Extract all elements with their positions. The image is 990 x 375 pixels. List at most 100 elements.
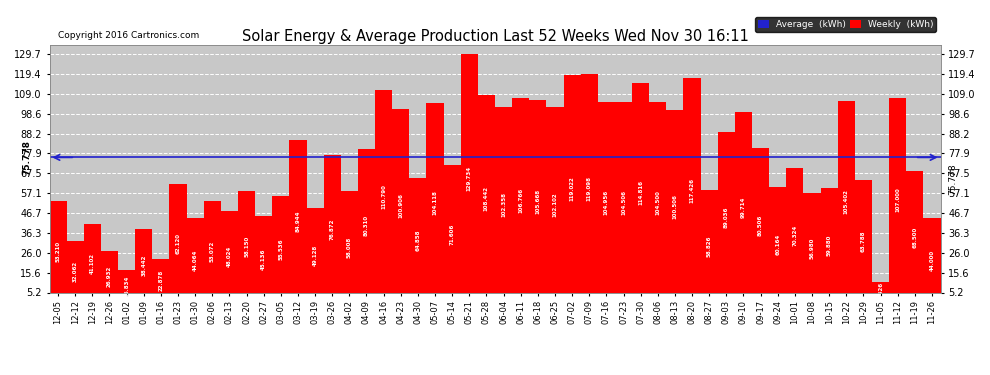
- Bar: [238, 191, 255, 303]
- Text: 102.102: 102.102: [552, 192, 557, 217]
- Text: 56.980: 56.980: [810, 237, 815, 259]
- Bar: [66, 241, 84, 303]
- Text: 102.358: 102.358: [501, 192, 506, 217]
- Text: 55.536: 55.536: [278, 238, 283, 260]
- Bar: [289, 140, 307, 303]
- Text: 107.000: 107.000: [895, 188, 900, 212]
- Text: 44.000: 44.000: [930, 250, 935, 271]
- Bar: [460, 54, 478, 303]
- Bar: [752, 148, 769, 303]
- Bar: [906, 171, 924, 303]
- Bar: [563, 75, 581, 303]
- Bar: [718, 132, 735, 303]
- Text: 64.858: 64.858: [416, 230, 421, 251]
- Text: 108.442: 108.442: [484, 186, 489, 211]
- Bar: [615, 102, 632, 303]
- Bar: [632, 82, 649, 303]
- Text: 70.324: 70.324: [792, 225, 797, 246]
- Bar: [821, 188, 838, 303]
- Bar: [169, 183, 186, 303]
- Legend: Average  (kWh), Weekly  (kWh): Average (kWh), Weekly (kWh): [755, 17, 936, 32]
- Text: Copyright 2016 Cartronics.com: Copyright 2016 Cartronics.com: [58, 31, 200, 40]
- Text: 114.816: 114.816: [639, 180, 644, 205]
- Bar: [804, 194, 821, 303]
- Text: 53.210: 53.210: [55, 241, 60, 262]
- Text: 105.668: 105.668: [536, 189, 541, 214]
- Title: Solar Energy & Average Production Last 52 Weeks Wed Nov 30 16:11: Solar Energy & Average Production Last 5…: [242, 29, 748, 44]
- Bar: [136, 229, 152, 303]
- Text: 100.506: 100.506: [672, 194, 677, 219]
- Text: 59.880: 59.880: [827, 234, 832, 256]
- Text: 68.500: 68.500: [913, 226, 918, 248]
- Bar: [118, 270, 136, 303]
- Text: 44.064: 44.064: [193, 250, 198, 271]
- Bar: [546, 107, 563, 303]
- Bar: [666, 110, 683, 303]
- Text: 100.906: 100.906: [398, 194, 403, 218]
- Text: 45.136: 45.136: [261, 249, 266, 270]
- Text: 80.310: 80.310: [364, 215, 369, 236]
- Text: 110.790: 110.790: [381, 184, 386, 209]
- Text: 104.506: 104.506: [621, 190, 626, 215]
- Bar: [581, 75, 598, 303]
- Text: 119.098: 119.098: [587, 176, 592, 201]
- Bar: [427, 103, 444, 303]
- Bar: [204, 201, 221, 303]
- Text: 58.826: 58.826: [707, 236, 712, 257]
- Bar: [495, 106, 512, 303]
- Bar: [478, 95, 495, 303]
- Text: 62.120: 62.120: [175, 232, 180, 254]
- Bar: [924, 218, 940, 303]
- Text: 105.402: 105.402: [843, 189, 848, 214]
- Bar: [769, 187, 786, 303]
- Text: 71.606: 71.606: [449, 223, 454, 245]
- Bar: [307, 209, 324, 303]
- Bar: [186, 218, 204, 303]
- Bar: [649, 102, 666, 303]
- Bar: [50, 201, 66, 303]
- Text: 63.788: 63.788: [861, 231, 866, 252]
- Bar: [530, 100, 546, 303]
- Bar: [341, 191, 358, 303]
- Text: 104.956: 104.956: [604, 189, 609, 214]
- Bar: [512, 98, 530, 303]
- Bar: [598, 102, 615, 303]
- Text: 53.072: 53.072: [210, 241, 215, 262]
- Text: 26.932: 26.932: [107, 266, 112, 287]
- Text: 58.150: 58.150: [245, 236, 249, 257]
- Bar: [444, 165, 460, 303]
- Bar: [889, 98, 906, 303]
- Bar: [838, 101, 854, 303]
- Text: 80.506: 80.506: [758, 215, 763, 236]
- Bar: [409, 178, 427, 303]
- Text: 104.118: 104.118: [433, 190, 438, 215]
- Bar: [854, 180, 872, 303]
- Bar: [786, 168, 804, 303]
- Text: 16.834: 16.834: [124, 276, 129, 297]
- Text: 129.734: 129.734: [467, 166, 472, 191]
- Text: 75.778: 75.778: [948, 163, 957, 195]
- Bar: [872, 282, 889, 303]
- Bar: [152, 259, 169, 303]
- Text: 32.062: 32.062: [72, 261, 77, 282]
- Bar: [392, 109, 409, 303]
- Text: 58.008: 58.008: [346, 236, 351, 258]
- Text: 49.128: 49.128: [313, 245, 318, 266]
- Text: 119.022: 119.022: [569, 176, 574, 201]
- Text: 106.766: 106.766: [518, 188, 523, 213]
- Bar: [255, 216, 272, 303]
- Text: 38.442: 38.442: [142, 255, 147, 276]
- Text: 41.102: 41.102: [90, 253, 95, 274]
- Bar: [683, 78, 701, 303]
- Text: 89.036: 89.036: [724, 207, 729, 228]
- Text: 76.872: 76.872: [330, 218, 335, 240]
- Bar: [84, 224, 101, 303]
- Text: 60.164: 60.164: [775, 234, 780, 255]
- Bar: [272, 196, 289, 303]
- Text: 48.024: 48.024: [227, 246, 232, 267]
- Text: 75.778: 75.778: [23, 140, 32, 175]
- Text: 104.500: 104.500: [655, 190, 660, 215]
- Bar: [358, 149, 375, 303]
- Bar: [735, 112, 752, 303]
- Bar: [221, 210, 238, 303]
